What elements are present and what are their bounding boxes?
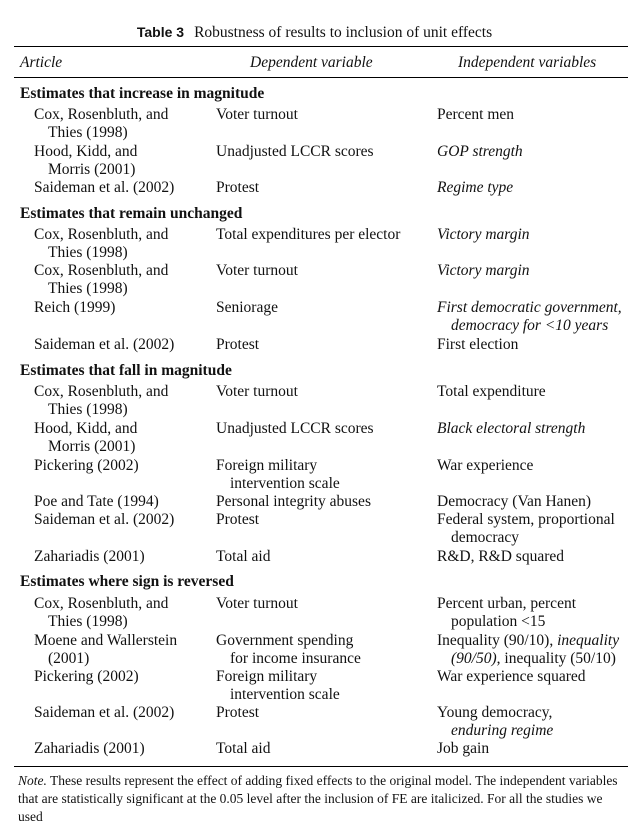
cell-dependent-variable: Seniorage: [216, 299, 278, 316]
cell-dependent-variable: Voter turnout: [216, 595, 298, 612]
cell-dependent-variable: Protest: [216, 511, 260, 528]
table-caption: Table 3 Robustness of results to inclusio…: [0, 22, 629, 43]
column-header-article: Article: [20, 54, 63, 71]
cell-article: Saideman et al. (2002): [34, 511, 175, 528]
cell-independent-variables: Regime type: [437, 179, 514, 196]
section-title: Estimates that increase in magnitude: [20, 85, 265, 102]
cell-independent-variables: Percent men: [437, 106, 515, 123]
cell-independent-variables: First election: [437, 336, 519, 353]
cell-dependent-variable: Personal integrity abuses: [216, 493, 371, 510]
cell-dependent-variable: Total aid: [216, 548, 271, 565]
cell-article: Zahariadis (2001): [34, 548, 145, 565]
section-title: Estimates that remain unchanged: [20, 205, 243, 222]
cell-dependent-variable: Voter turnout: [216, 383, 298, 400]
cell-independent-variables: Black electoral strength: [437, 420, 586, 437]
cell-independent-variables: Inequality (90/10), inequality (90/50), i…: [437, 632, 620, 667]
cell-dependent-variable: Protest: [216, 179, 260, 196]
cell-independent-variables: War experience: [437, 457, 534, 474]
cell-article: Cox, Rosenbluth, and Thies (1998): [34, 262, 169, 297]
cell-independent-variables: Victory margin: [437, 226, 530, 243]
cell-independent-variables: GOP strength: [437, 143, 523, 160]
top-rule: [14, 46, 628, 47]
cell-article: Hood, Kidd, and Morris (2001): [34, 143, 138, 178]
cell-independent-variables: Democracy (Van Hanen): [437, 493, 592, 510]
section-title: Estimates that fall in magnitude: [20, 362, 232, 379]
cell-article: Zahariadis (2001): [34, 740, 145, 757]
cell-article: Pickering (2002): [34, 668, 139, 685]
cell-dependent-variable: Unadjusted LCCR scores: [216, 420, 374, 437]
cell-independent-variables: Young democracy, enduring regime: [437, 704, 554, 739]
cell-independent-variables: Federal system, proportional democracy: [437, 511, 615, 546]
cell-dependent-variable: Total expenditures per elector: [216, 226, 401, 243]
note-label: Note.: [18, 773, 47, 788]
cell-article: Hood, Kidd, and Morris (2001): [34, 420, 138, 455]
note-text: These results represent the effect of ad…: [18, 773, 618, 824]
cell-dependent-variable: Foreign military intervention scale: [216, 457, 340, 492]
table-title: Robustness of results to inclusion of un…: [194, 24, 493, 41]
cell-dependent-variable: Foreign military intervention scale: [216, 668, 340, 703]
cell-article: Saideman et al. (2002): [34, 179, 175, 196]
column-header-independent: Independent variables: [458, 54, 597, 71]
header-rule: [14, 77, 628, 78]
cell-article: Saideman et al. (2002): [34, 336, 175, 353]
cell-article: Poe and Tate (1994): [34, 493, 159, 510]
cell-independent-variables: First democratic government, democracy fo…: [437, 299, 622, 334]
cell-article: Cox, Rosenbluth, and Thies (1998): [34, 383, 169, 418]
column-header-dependent: Dependent variable: [250, 54, 373, 71]
cell-independent-variables: Victory margin: [437, 262, 530, 279]
cell-article: Cox, Rosenbluth, and Thies (1998): [34, 226, 169, 261]
cell-dependent-variable: Total aid: [216, 740, 271, 757]
cell-article: Cox, Rosenbluth, and Thies (1998): [34, 595, 169, 630]
section-title: Estimates where sign is reversed: [20, 573, 234, 590]
cell-independent-variables: War experience squared: [437, 668, 586, 685]
cell-article: Saideman et al. (2002): [34, 704, 175, 721]
cell-article: Cox, Rosenbluth, and Thies (1998): [34, 106, 169, 141]
cell-dependent-variable: Voter turnout: [216, 262, 298, 279]
cut-off-previous-text: [18, 0, 628, 4]
cell-independent-variables: R&D, R&D squared: [437, 548, 565, 565]
cell-article: Pickering (2002): [34, 457, 139, 474]
cell-dependent-variable: Protest: [216, 336, 260, 353]
cell-article: Moene and Wallerstein (2001): [34, 632, 178, 667]
cell-dependent-variable: Protest: [216, 704, 260, 721]
cell-dependent-variable: Unadjusted LCCR scores: [216, 143, 374, 160]
cell-independent-variables: Percent urban, percent population <15: [437, 595, 577, 630]
cell-independent-variables: Total expenditure: [437, 383, 546, 400]
cell-independent-variables: Job gain: [437, 740, 490, 757]
cell-dependent-variable: Government spending for income insurance: [216, 632, 361, 667]
cell-article: Reich (1999): [34, 299, 116, 316]
cell-dependent-variable: Voter turnout: [216, 106, 298, 123]
table-label: Table 3: [136, 24, 185, 40]
table-note: Note. These results represent the effect…: [18, 772, 624, 826]
bottom-rule: [14, 766, 628, 767]
